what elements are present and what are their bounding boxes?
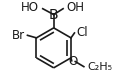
Text: B: B bbox=[49, 8, 58, 22]
Text: C₂H₅: C₂H₅ bbox=[87, 62, 112, 72]
Text: Cl: Cl bbox=[76, 26, 88, 40]
Text: HO: HO bbox=[21, 1, 39, 14]
Text: OH: OH bbox=[67, 1, 85, 14]
Text: Br: Br bbox=[12, 29, 25, 42]
Text: O: O bbox=[69, 55, 78, 68]
